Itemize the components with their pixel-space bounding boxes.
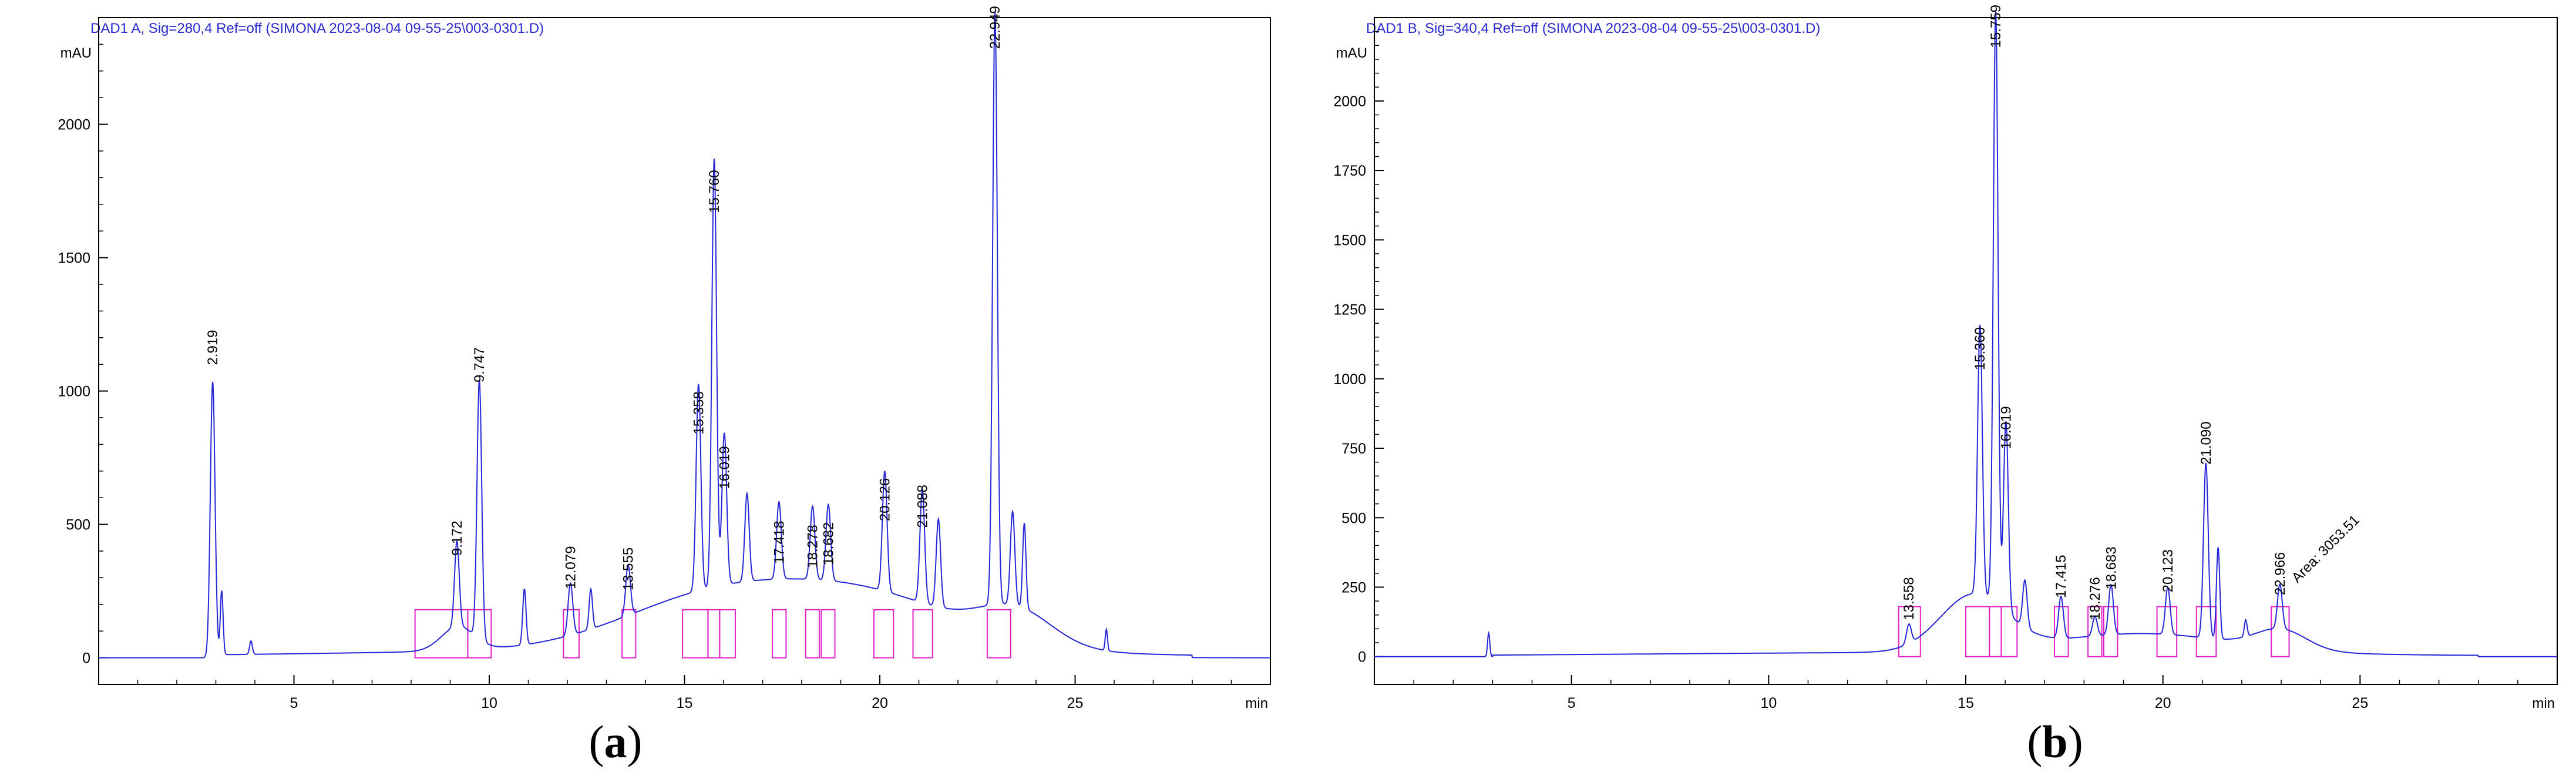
y-tick-label-b: 1250: [1333, 302, 1366, 318]
integration-baseline-a: [682, 609, 709, 659]
peak-label-b: 18.276: [2087, 577, 2103, 620]
y-tick-label-b: 1500: [1333, 232, 1366, 249]
peak-label-a: 16.019: [717, 446, 732, 489]
peak-label-a: 2.919: [205, 330, 221, 365]
y-axis-label-a: mAU: [60, 45, 92, 61]
chromatogram-panel-a: DAD1 A, Sig=280,4 Ref=off (SIMONA 2023-0…: [58, 6, 1271, 767]
integration-baseline-b: [1898, 606, 1921, 657]
y-tick-label-b: 2000: [1333, 93, 1366, 110]
peak-label-b: 15.360: [1972, 327, 1988, 370]
peak-label-a: 17.418: [771, 521, 787, 563]
x-tick-label-a: 5: [290, 695, 298, 711]
peak-label-a: 22.949: [987, 6, 1003, 49]
peak-label-b: 15.759: [1988, 5, 2004, 48]
peak-label-b: 21.090: [2198, 421, 2214, 464]
y-tick-label-a: 2000: [58, 117, 90, 133]
x-tick-label-b: 15: [1958, 695, 1974, 711]
caption-b: (b): [2027, 716, 2083, 767]
caption-a: (a): [588, 716, 643, 767]
peak-label-b: 22.966: [2272, 552, 2288, 595]
integration-baseline-b: [2087, 606, 2103, 657]
x-axis-label-b: min: [2532, 696, 2555, 711]
integration-baseline-b: [2054, 606, 2069, 657]
integration-baseline-a: [414, 609, 469, 659]
peak-label-a: 13.555: [620, 548, 636, 590]
integration-baseline-a: [621, 609, 637, 659]
peak-label-a: 18.682: [820, 522, 836, 565]
y-tick-label-b: 250: [1341, 579, 1366, 596]
integration-baseline-a: [820, 609, 836, 659]
y-tick-label-a: 0: [82, 650, 90, 667]
integration-baseline-b: [1989, 606, 2002, 657]
peak-label-b: 13.558: [1901, 577, 1917, 620]
integration-baseline-a: [986, 609, 1011, 659]
peak-label-a: 9.172: [449, 521, 465, 556]
y-axis-label-b: mAU: [1336, 45, 1367, 61]
x-tick-label-b: 10: [1760, 695, 1777, 711]
integration-baseline-a: [772, 609, 787, 659]
x-axis-label-a: min: [1245, 696, 1268, 711]
y-tick-label-a: 1000: [58, 384, 90, 400]
area-annotation-b: Area: 3053.51: [2289, 512, 2363, 586]
chromatogram-panel-b: DAD1 B, Sig=340,4 Ref=off (SIMONA 2023-0…: [1288, 0, 2576, 779]
integration-baseline-a: [707, 609, 721, 659]
peak-label-b: 16.019: [1998, 406, 2014, 449]
integration-baseline-b: [2103, 606, 2118, 657]
chromatogram-trace-b: [1374, 11, 2557, 657]
x-tick-label-a: 20: [872, 695, 888, 711]
peak-label-a: 15.760: [707, 170, 722, 213]
integration-baseline-a: [719, 609, 736, 659]
integration-baseline-b: [2156, 606, 2178, 657]
chromatogram-a-svg: DAD1 A, Sig=280,4 Ref=off (SIMONA 2023-0…: [58, 6, 1271, 711]
peak-label-b: 20.123: [2160, 549, 2176, 592]
integration-baseline-b: [2195, 606, 2217, 657]
peak-label-b: 17.415: [2053, 555, 2069, 597]
y-tick-label-b: 1750: [1333, 163, 1366, 179]
x-tick-label-b: 25: [2352, 695, 2368, 711]
peak-label-b: 18.683: [2103, 546, 2119, 589]
chromatogram-trace-a: [99, 12, 1270, 659]
peak-label-a: 20.126: [877, 478, 893, 521]
x-tick-label-a: 15: [677, 695, 693, 711]
x-tick-label-b: 5: [1568, 695, 1576, 711]
x-tick-label-a: 10: [481, 695, 497, 711]
peak-label-a: 15.358: [691, 391, 707, 434]
chromatogram-b-svg: DAD1 B, Sig=340,4 Ref=off (SIMONA 2023-0…: [1333, 5, 2558, 711]
integration-baseline-b: [2000, 606, 2018, 657]
y-tick-label-b: 750: [1341, 441, 1366, 457]
integration-baseline-a: [563, 609, 580, 659]
integration-baseline-a: [873, 609, 894, 659]
integration-baseline-a: [912, 609, 933, 659]
plot-frame-b: [1374, 17, 2558, 685]
x-tick-label-b: 20: [2155, 695, 2171, 711]
y-tick-label-a: 1500: [58, 250, 90, 267]
plot-frame-a: [98, 17, 1271, 685]
y-tick-label-b: 1000: [1333, 371, 1366, 388]
peak-label-a: 12.079: [563, 546, 579, 589]
x-tick-label-a: 25: [1067, 695, 1084, 711]
peak-label-a: 18.278: [805, 525, 820, 568]
peak-label-a: 9.747: [472, 347, 487, 382]
peak-label-a: 21.088: [914, 485, 930, 528]
y-tick-label-b: 500: [1341, 510, 1366, 526]
integration-baseline-b: [1965, 606, 1990, 657]
chart-title-a: DAD1 A, Sig=280,4 Ref=off (SIMONA 2023-0…: [90, 21, 544, 36]
chart-title-b: DAD1 B, Sig=340,4 Ref=off (SIMONA 2023-0…: [1366, 21, 1820, 36]
integration-baseline-a: [467, 609, 492, 659]
integration-baseline-b: [2271, 606, 2290, 657]
integration-baseline-a: [805, 609, 820, 659]
y-tick-label-b: 0: [1358, 649, 1366, 666]
y-tick-label-a: 500: [66, 517, 90, 533]
